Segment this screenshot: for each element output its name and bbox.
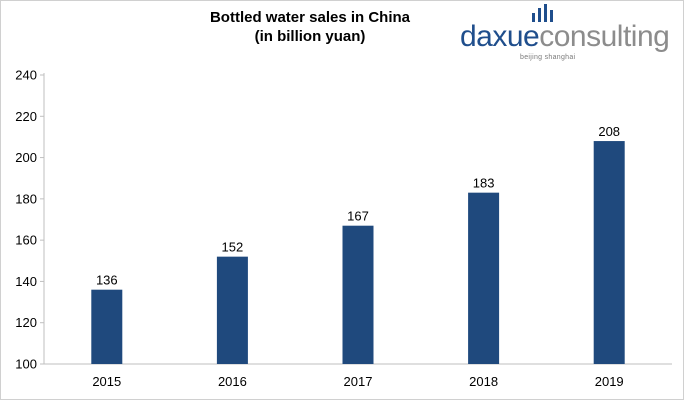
y-tick-label: 240 bbox=[15, 68, 37, 83]
chart-title: Bottled water sales in China bbox=[209, 9, 411, 26]
y-tick-label: 160 bbox=[15, 233, 37, 248]
x-tick-label: 2016 bbox=[218, 374, 247, 389]
y-tick-label: 220 bbox=[15, 109, 37, 124]
bar bbox=[468, 192, 500, 364]
logo-tagline: beijing shanghai bbox=[520, 54, 576, 61]
y-tick-label: 180 bbox=[15, 191, 37, 206]
y-tick-label: 120 bbox=[15, 315, 37, 330]
logo-bars-icon bbox=[532, 4, 553, 22]
chart-subtitle: (in billion yuan) bbox=[254, 28, 366, 45]
y-tick-label: 140 bbox=[15, 274, 37, 289]
x-tick-label: 2015 bbox=[92, 374, 121, 389]
bar bbox=[91, 289, 123, 364]
y-tick-label: 200 bbox=[15, 150, 37, 165]
bar-data-label: 183 bbox=[473, 176, 495, 191]
bar-data-label: 167 bbox=[347, 209, 369, 224]
bar bbox=[593, 141, 625, 364]
bar bbox=[216, 256, 248, 364]
bar-data-label: 152 bbox=[222, 240, 244, 255]
x-tick-label: 2019 bbox=[595, 374, 624, 389]
x-tick-label: 2017 bbox=[344, 374, 373, 389]
bar-data-label: 136 bbox=[96, 273, 118, 288]
y-tick-label: 100 bbox=[15, 357, 37, 372]
logo-wordmark: daxueconsulting bbox=[460, 20, 670, 54]
logo-word-daxue: daxue bbox=[460, 20, 540, 53]
bar bbox=[342, 225, 374, 364]
bar-data-label: 208 bbox=[598, 124, 620, 139]
daxue-consulting-logo: daxueconsulting beijing shanghai bbox=[460, 4, 680, 66]
logo-word-consulting: consulting bbox=[539, 20, 670, 53]
x-tick-label: 2018 bbox=[469, 374, 498, 389]
